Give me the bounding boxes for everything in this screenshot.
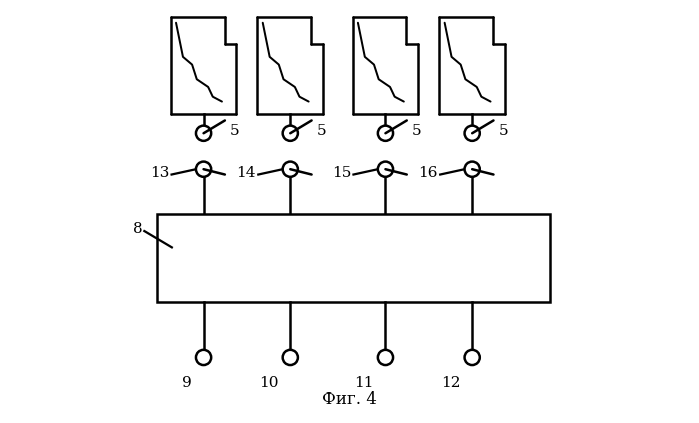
Circle shape: [465, 126, 480, 141]
Bar: [157, 214, 550, 302]
Text: 5: 5: [412, 124, 421, 138]
Text: 14: 14: [236, 166, 256, 180]
Circle shape: [282, 126, 298, 141]
Text: 12: 12: [441, 376, 461, 390]
Circle shape: [196, 126, 211, 141]
Circle shape: [465, 162, 480, 177]
Text: 5: 5: [499, 124, 508, 138]
Text: 5: 5: [317, 124, 326, 138]
Text: 9: 9: [182, 376, 192, 390]
Circle shape: [282, 350, 298, 365]
Circle shape: [378, 350, 393, 365]
Circle shape: [378, 162, 393, 177]
Circle shape: [465, 350, 480, 365]
Text: 10: 10: [259, 376, 279, 390]
Text: 8: 8: [133, 222, 142, 236]
Circle shape: [196, 162, 211, 177]
Circle shape: [196, 350, 211, 365]
Text: 11: 11: [354, 376, 374, 390]
Circle shape: [378, 126, 393, 141]
Text: Фиг. 4: Фиг. 4: [322, 391, 377, 408]
Text: 13: 13: [150, 166, 169, 180]
Text: 5: 5: [230, 124, 240, 138]
Circle shape: [282, 162, 298, 177]
Text: 15: 15: [332, 166, 351, 180]
Text: 16: 16: [419, 166, 438, 180]
